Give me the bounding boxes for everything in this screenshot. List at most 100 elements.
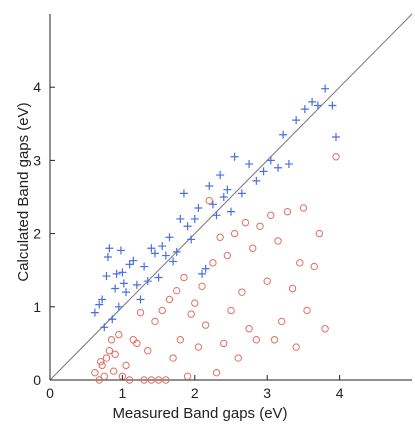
circle-marker: [283, 207, 292, 216]
circle-marker: [102, 354, 111, 362]
x-axis-label: Measured Band gaps (eV): [112, 405, 287, 422]
plus-marker: [194, 203, 203, 212]
plus-marker: [308, 97, 317, 106]
plus-marker: [143, 277, 152, 286]
circle-marker: [176, 336, 185, 344]
plus-marker: [102, 272, 111, 281]
circle-marker: [216, 233, 224, 241]
y-axis-ticks: 0 1 2 3 4: [33, 79, 55, 388]
circle-marker: [296, 259, 304, 267]
y-tick-label: 0: [33, 372, 41, 388]
plus-marker: [321, 84, 330, 93]
plus-marker: [313, 101, 322, 110]
circle-marker: [165, 295, 174, 304]
plus-marker: [112, 269, 121, 278]
circle-marker: [191, 299, 199, 307]
series-circle-markers: [91, 153, 340, 384]
circle-marker: [98, 361, 106, 370]
plus-marker: [279, 130, 288, 139]
plus-marker: [259, 167, 268, 176]
plus-marker: [95, 300, 104, 309]
plus-marker: [328, 101, 337, 110]
circle-marker: [180, 273, 188, 282]
circle-marker: [277, 317, 286, 326]
circle-marker: [252, 336, 261, 344]
circle-marker: [154, 376, 163, 384]
y-tick-label: 2: [33, 226, 41, 242]
plus-marker: [208, 200, 217, 209]
plus-marker: [165, 233, 174, 242]
circle-marker: [249, 244, 257, 252]
circle-marker: [223, 251, 232, 260]
plus-marker: [245, 160, 254, 169]
circle-marker: [220, 339, 228, 348]
plus-marker: [161, 251, 170, 260]
plus-marker: [122, 288, 131, 297]
circle-marker: [299, 204, 308, 212]
circle-marker: [310, 262, 318, 271]
circle-marker: [187, 310, 195, 318]
circle-marker: [125, 376, 134, 384]
circle-marker: [303, 306, 311, 315]
circle-marker: [169, 354, 177, 362]
circle-marker: [230, 229, 239, 238]
plus-marker: [300, 105, 309, 114]
x-tick-label: 1: [119, 385, 127, 401]
circle-marker: [241, 218, 250, 227]
plus-marker: [100, 323, 109, 332]
plus-marker: [266, 156, 275, 165]
circle-marker: [270, 336, 279, 344]
x-axis-ticks: 0 1 2 3 4: [46, 375, 344, 401]
circle-marker: [321, 325, 329, 333]
plus-marker: [237, 189, 246, 198]
plus-marker: [147, 244, 156, 253]
circle-marker: [96, 358, 105, 366]
circle-marker: [151, 317, 159, 326]
circle-marker: [212, 368, 221, 377]
plus-marker: [179, 189, 188, 198]
circle-marker: [234, 354, 242, 362]
circle-marker: [267, 211, 275, 220]
plus-marker: [154, 273, 163, 282]
plus-marker: [116, 246, 125, 255]
circle-marker: [162, 376, 170, 384]
circle-marker: [136, 308, 145, 317]
plus-marker: [252, 176, 261, 185]
circle-marker: [140, 376, 148, 384]
circle-marker: [245, 325, 253, 333]
circle-marker: [227, 306, 235, 315]
circle-marker: [256, 222, 264, 230]
circle-marker: [173, 286, 181, 295]
circle-marker: [198, 282, 206, 291]
plus-marker: [292, 116, 301, 125]
circle-marker: [122, 361, 130, 370]
y-tick-label: 4: [33, 79, 41, 95]
plus-marker: [129, 256, 138, 265]
plus-marker: [114, 302, 123, 311]
circle-marker: [107, 336, 116, 344]
x-tick-label: 0: [46, 385, 54, 401]
plus-marker: [187, 235, 196, 244]
x-tick-label: 3: [263, 385, 271, 401]
plus-marker: [158, 242, 167, 251]
plus-marker: [230, 152, 239, 161]
circle-marker: [115, 330, 123, 339]
circle-marker: [111, 350, 119, 359]
plus-marker: [98, 295, 107, 304]
circle-marker: [110, 367, 118, 375]
circle-marker: [194, 343, 203, 351]
circle-marker: [292, 343, 300, 351]
circle-marker: [205, 196, 213, 205]
plus-marker: [331, 132, 340, 141]
plus-marker: [274, 163, 283, 172]
y-tick-label: 3: [33, 152, 41, 168]
plus-marker: [216, 171, 225, 180]
circle-marker: [147, 376, 156, 384]
circle-marker: [133, 339, 141, 348]
circle-marker: [91, 368, 99, 377]
plus-marker: [136, 295, 145, 304]
plus-marker: [223, 185, 232, 194]
circle-marker: [274, 237, 282, 245]
